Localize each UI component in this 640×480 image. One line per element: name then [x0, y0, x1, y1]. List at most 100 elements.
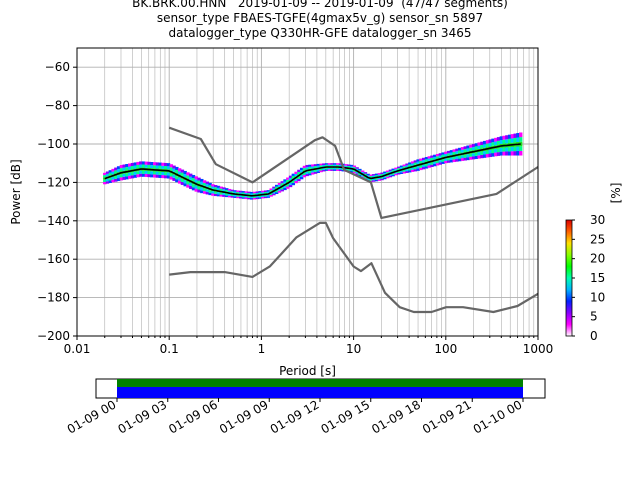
psd-bin [352, 167, 357, 169]
psd-bin [133, 162, 137, 166]
psd-bin [349, 170, 354, 173]
psd-bin [211, 191, 215, 194]
psd-bin [233, 196, 237, 198]
psd-bin [333, 167, 337, 170]
psd-bin [200, 190, 204, 194]
psd-bin [366, 175, 370, 177]
psd-bin [269, 188, 273, 191]
psd-bin [449, 157, 454, 160]
psd-bin [333, 163, 337, 165]
psd-bin [233, 190, 237, 192]
psd-bin [338, 164, 343, 167]
psd-bin [316, 169, 320, 172]
psd-bin [324, 163, 329, 165]
psd-bin [358, 170, 362, 172]
psd-bin [166, 163, 171, 167]
psd-bin [272, 193, 276, 196]
psd-bin [352, 170, 357, 172]
psd-bin [186, 181, 190, 185]
psd-bin [385, 172, 390, 174]
psd-bin [238, 190, 243, 193]
psd-bin [377, 177, 381, 180]
psd-bin [208, 190, 212, 193]
psd-bin [283, 179, 287, 182]
psd-bin [477, 142, 481, 146]
psd-bin [383, 177, 387, 180]
psd-bin [380, 177, 384, 179]
psd-bin [458, 155, 462, 159]
psd-bin [374, 179, 379, 182]
psd-bin [222, 189, 226, 192]
psd-bin [161, 171, 165, 176]
y-tick-label: −80 [45, 99, 70, 113]
psd-bin [444, 151, 448, 154]
psd-bin [463, 157, 467, 161]
psd-bin [189, 173, 193, 177]
psd-bin [352, 165, 357, 168]
psd-bin [394, 172, 398, 174]
psd-bin [311, 166, 315, 169]
psd-bin [327, 169, 332, 171]
psd-bin [366, 173, 370, 176]
psd-bin [238, 196, 243, 199]
psd-bin [308, 164, 312, 167]
psd-bin [496, 152, 501, 156]
psd-bin [216, 194, 221, 197]
psd-bin [308, 166, 312, 169]
psd-bin [297, 169, 301, 173]
psd-bin [272, 186, 276, 189]
psd-bin [197, 189, 201, 193]
psd-bin [230, 196, 235, 198]
psd-bin [305, 173, 309, 177]
psd-bin [513, 146, 517, 152]
psd-bin [125, 164, 129, 168]
psd-bin [338, 163, 343, 165]
psd-bin [161, 162, 165, 166]
psd-bin [491, 142, 495, 146]
psd-bin [299, 167, 304, 171]
psd-bin [410, 169, 415, 172]
psd-bin [155, 171, 160, 175]
psd-bin [180, 181, 185, 185]
psd-bin [186, 172, 190, 176]
psd-bin [247, 196, 251, 198]
psd-bin [469, 147, 473, 151]
psd-bin [394, 173, 398, 176]
psd-bin [399, 167, 404, 169]
psd-bin [230, 194, 235, 197]
psd-bin [469, 156, 473, 160]
psd-bin [505, 147, 509, 152]
psd-bin [488, 139, 492, 143]
psd-bin [358, 168, 362, 171]
psd-bin [466, 157, 470, 161]
psd-bin [458, 158, 462, 162]
psd-bin [219, 186, 223, 189]
psd-bin [158, 165, 162, 169]
psd-bin [327, 164, 332, 167]
timeline-tick-label: 01-09 06 [166, 397, 220, 436]
psd-bin [244, 192, 248, 195]
psd-bin [374, 175, 379, 177]
psd-bin [355, 167, 359, 169]
psd-bin [471, 153, 476, 157]
title-line-2: sensor_type FBAES-TGFE(4gmax5v_g) sensor… [156, 11, 484, 25]
psd-bin [519, 146, 523, 151]
psd-bin [397, 171, 401, 173]
timeline-tick-label: 01-09 03 [116, 397, 170, 436]
psd-bin [277, 183, 282, 185]
psd-bin [510, 146, 515, 152]
psd-bin [308, 173, 312, 176]
psd-bin [172, 168, 176, 172]
psd-bin [416, 168, 420, 171]
psd-bin [305, 167, 309, 170]
psd-bin [421, 164, 426, 168]
psd-bin [316, 171, 320, 174]
x-tick-label: 1 [258, 342, 266, 356]
psd-bin [136, 164, 140, 169]
colorbar-tick-label: 15 [590, 271, 605, 285]
psd-bin [122, 167, 126, 171]
psd-bin [435, 153, 440, 157]
psd-bin [152, 174, 157, 178]
